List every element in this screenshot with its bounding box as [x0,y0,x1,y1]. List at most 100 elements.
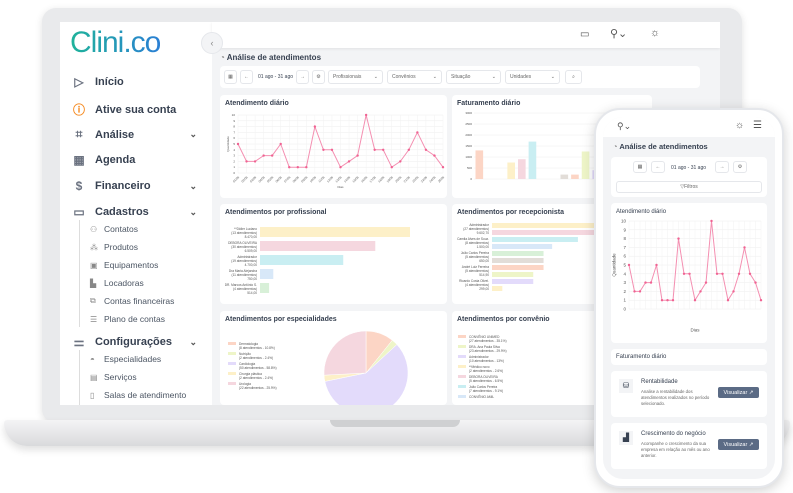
x-tick-label: 23/08 [420,175,428,183]
label: Serviços [104,372,137,382]
next-button[interactable]: → [296,70,309,84]
y-tick-label: 9 [233,119,235,123]
data-point [710,219,713,223]
y-tick-label: 10 [621,219,627,224]
label: Cadastros [95,206,149,218]
legend-swatch [458,355,466,358]
user-menu-icon[interactable]: ⚲⌄ [610,28,628,40]
data-point [644,281,647,284]
data-point [704,281,708,284]
sidebar-item-ative[interactable]: ⓘ Ative sua conta [72,101,197,118]
data-point [649,281,653,284]
legend-label: Urologia [239,382,251,386]
bar [507,162,515,179]
sidebar-sub-plano[interactable]: ☰ Plano de contas [90,314,165,324]
settings-button[interactable]: ⚙ [312,70,325,84]
settings-button[interactable]: ⚙ [733,161,747,173]
category-label: (27 atendimentos) [463,227,489,231]
situacao-select[interactable]: Situação ⌄ [446,70,501,84]
legend-swatch [458,345,466,348]
sidebar-sub-contas[interactable]: ⧉ Contas financeiras [90,296,174,306]
topbar: ▭ ⚲⌄ ☼ [212,22,720,48]
legend-label: João Carlos Pereira [469,385,497,389]
chevron-down-icon: ⌄ [432,74,437,80]
category-label: 750,00 [247,277,257,281]
visualizar-button[interactable]: Visualizar ↗ [718,387,759,398]
sidebar-item-analise[interactable]: ⌗ Análise ⌄ [72,127,197,142]
chevron-down-icon: ⌄ [550,74,555,80]
legend-label: (2 atendimentos - 2.6%) [469,369,503,373]
legend-label: (7 atendimentos - 9.1%) [469,389,503,393]
prev-button[interactable]: ← [240,70,253,84]
sun-icon[interactable]: ☼ [650,27,661,39]
bar [260,241,376,251]
filters-button[interactable]: ▽ Filtros [616,181,762,193]
sidebar-sub-servicos[interactable]: ▤ Serviços [90,372,137,382]
card-por-especialidades: Atendimentos por especialidades Dermatolo… [220,311,447,405]
bar [492,258,544,263]
data-point [305,166,308,169]
y-axis-label: Quantidade [612,253,617,277]
sidebar-item-inicio[interactable]: ▷ Início [72,75,197,89]
x-tick-label: 12/08 [326,175,334,183]
category-label: **Didier Luciano [234,227,257,231]
calendar-button[interactable]: ▦ [633,161,647,173]
legend-label: (10 atendimentos - 13%) [469,359,504,363]
data-point [682,272,686,275]
user-menu-icon[interactable]: ⚲⌄ [617,121,632,131]
data-point [279,142,282,146]
card-title: Faturamento diário [457,100,521,107]
next-button[interactable]: → [715,161,729,173]
legend-label: Administrador [469,355,490,359]
sidebar: Clini.co ▷ Início ⓘ Ative sua conta ⌗ Análi… [60,22,212,405]
sidebar-item-financeiro[interactable]: $ Financeiro ⌄ [72,179,197,193]
rentabilidade-card: ⛁ Rentabilidade Analise a rentabilidade … [611,371,767,417]
sun-icon[interactable]: ☼ [735,120,745,131]
door-icon: ▯ [90,390,95,400]
calendar-button[interactable]: ▦ [224,70,237,84]
sidebar-sub-especialidades[interactable]: ◓ Especialidades [90,354,161,364]
convenios-select[interactable]: Convênios ⌄ [387,70,442,84]
card-title: Rentabilidade [641,379,678,385]
legend-swatch [458,365,466,368]
unidades-select[interactable]: Unidades ⌄ [505,70,560,84]
y-tick-label: 7 [233,130,235,134]
prev-button[interactable]: ← [651,161,665,173]
data-point [633,290,636,293]
sidebar-item-agenda[interactable]: ▦ Agenda [72,153,197,167]
monitor-icon: ▣ [90,260,98,270]
data-point [390,166,393,169]
data-point [347,160,351,163]
sidebar-sub-locadoras[interactable]: ▙ Locadoras [90,278,144,288]
play-icon: ▷ [74,75,84,89]
sidebar-sub-salas[interactable]: ▯ Salas de atendimento [90,390,186,400]
search-button[interactable]: ⌕ [565,70,582,84]
label: Especialidades [104,354,162,364]
sidebar-sub-equipamentos[interactable]: ▣ Equipamentos [90,260,158,270]
data-point [732,290,735,293]
label: Ative sua conta [95,103,177,116]
sidebar-item-configuracoes[interactable]: ⚌ Configurações ⌄ [72,335,197,349]
card-icon[interactable]: ▭ [580,29,590,40]
logo: Clini.co [70,26,161,59]
bar [475,150,484,179]
category-label: DEBORA OLIVEIRA [228,241,258,245]
sidebar-item-cadastros[interactable]: ▭ Cadastros ⌄ [72,205,197,219]
legend-label: DEBORA OLIVEIRA [469,375,499,379]
collapse-sidebar-button[interactable]: ‹ [201,32,223,54]
sidebar-sub-contatos[interactable]: ⚇ Contatos [90,224,138,234]
label: Unidades [510,74,532,80]
bar [260,255,344,265]
legend-swatch [228,382,236,385]
x-tick-label: 21/08 [403,175,411,183]
visualizar-button[interactable]: Visualizar ↗ [718,439,759,450]
menu-icon[interactable]: ☰ [753,120,762,131]
y-tick-label: 7 [623,245,626,250]
clipboard-icon: ▤ [90,372,98,382]
y-tick-label: 0 [233,171,235,175]
profissionais-select[interactable]: Profissionais ⌄ [328,70,383,84]
clock-icon: ◔ [220,53,227,62]
sidebar-sub-produtos[interactable]: ⁂ Produtos [90,242,138,252]
category-label: 650,00 [479,259,489,263]
y-tick-label: 3 [623,280,626,285]
